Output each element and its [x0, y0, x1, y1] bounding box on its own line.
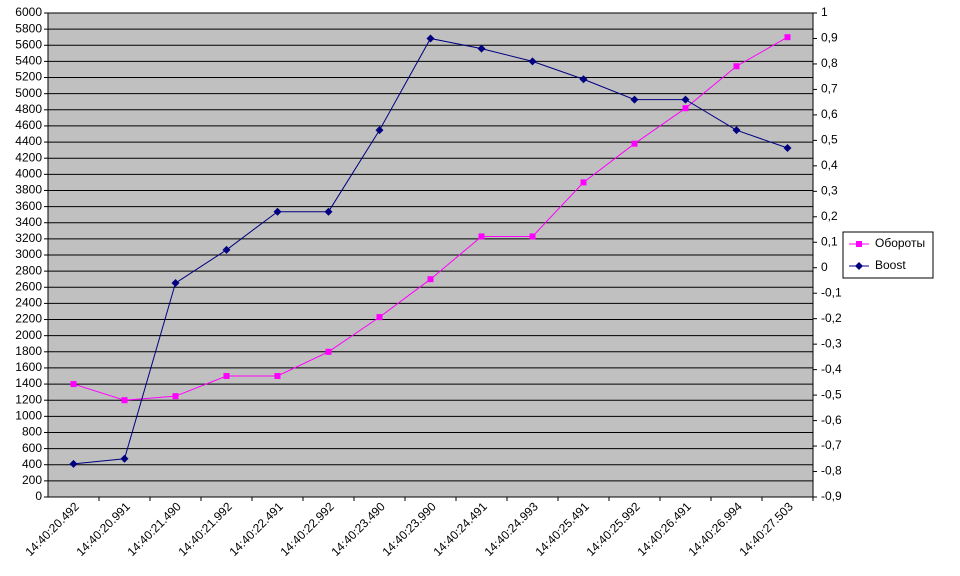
y-tick-label: 6000	[15, 5, 42, 19]
y-tick-label: 4000	[15, 167, 42, 181]
y2-tick-label: -0,1	[821, 285, 842, 299]
y-tick-label: 2400	[15, 296, 42, 310]
legend-box	[842, 231, 934, 279]
marker	[223, 373, 230, 379]
y2-tick-label: -0,9	[821, 489, 842, 503]
marker	[630, 95, 639, 104]
y-tick-label: 4200	[15, 150, 42, 164]
marker	[783, 144, 792, 153]
y-tick-label: 4400	[15, 134, 42, 148]
y2-tick-label: -0,8	[821, 464, 842, 478]
y-tick-label: 3400	[15, 215, 42, 229]
y-tick-label: 1200	[15, 392, 42, 406]
marker	[681, 95, 690, 104]
marker	[70, 381, 77, 388]
marker	[69, 459, 78, 468]
marker	[324, 207, 333, 216]
x-tick-label: 14:40:27.503	[736, 499, 796, 559]
y-tick-label: 3000	[15, 247, 42, 261]
y2-tick-label: 0,6	[821, 107, 838, 121]
marker	[580, 179, 587, 186]
y-tick-label: 2000	[15, 328, 42, 342]
marker	[274, 373, 281, 379]
y2-tick-label: -0,2	[821, 311, 842, 325]
marker	[426, 34, 435, 43]
marker	[375, 126, 384, 135]
y2-tick-label: -0,4	[821, 362, 842, 376]
marker	[733, 63, 740, 70]
marker	[529, 233, 536, 240]
y-tick-label: 3600	[15, 199, 42, 213]
y2-tick-label: -0,3	[821, 336, 842, 350]
marker	[477, 44, 486, 53]
marker	[732, 126, 741, 135]
marker	[325, 348, 332, 355]
y2-tick-label: 0	[821, 260, 828, 274]
marker	[528, 57, 537, 66]
y-tick-label: 600	[22, 441, 42, 455]
y-tick-label: 400	[22, 457, 42, 471]
y2-tick-label: 0,5	[821, 133, 838, 147]
legend-label: Boost	[875, 258, 906, 272]
y2-tick-label: -0,5	[821, 387, 842, 401]
marker	[682, 105, 689, 112]
legend-label: Обороты	[875, 236, 925, 250]
y-tick-label: 4800	[15, 102, 42, 116]
y2-tick-label: 0,2	[821, 209, 838, 223]
marker	[121, 397, 128, 404]
y-tick-label: 800	[22, 425, 42, 439]
y-tick-label: 5200	[15, 70, 42, 84]
y-tick-label: 2600	[15, 279, 42, 293]
legend-marker	[855, 262, 863, 270]
legend-marker	[856, 241, 862, 247]
y2-tick-label: -0,7	[821, 438, 842, 452]
marker	[427, 276, 434, 283]
y-tick-label: 5600	[15, 37, 42, 51]
y-tick-label: 2800	[15, 263, 42, 277]
y-tick-label: 5400	[15, 54, 42, 68]
marker	[579, 75, 588, 84]
y-tick-label: 200	[22, 473, 42, 487]
marker	[120, 454, 129, 463]
y-tick-label: 5800	[15, 21, 42, 35]
y2-tick-label: 0,4	[821, 158, 838, 172]
y2-tick-label: 1	[821, 5, 828, 19]
y-tick-label: 1800	[15, 344, 42, 358]
y2-tick-label: 0,1	[821, 234, 838, 248]
y-tick-label: 3800	[15, 183, 42, 197]
marker	[784, 34, 791, 41]
marker	[172, 393, 179, 400]
y-tick-label: 2200	[15, 312, 42, 326]
y2-tick-label: 0,7	[821, 82, 838, 96]
marker	[171, 279, 180, 288]
y-tick-label: 3200	[15, 231, 42, 245]
marker	[222, 245, 231, 254]
y2-tick-label: 0,3	[821, 183, 838, 197]
marker	[631, 140, 638, 147]
y-tick-label: 4600	[15, 118, 42, 132]
y-tick-label: 5000	[15, 86, 42, 100]
y-tick-label: 1600	[15, 360, 42, 374]
y-tick-label: 1000	[15, 409, 42, 423]
y2-tick-label: 0,8	[821, 56, 838, 70]
y-tick-label: 0	[35, 489, 42, 503]
y2-tick-label: -0,6	[821, 413, 842, 427]
y2-tick-label: 0,9	[821, 31, 838, 45]
marker	[478, 233, 485, 240]
marker	[273, 207, 282, 216]
y-tick-label: 1400	[15, 376, 42, 390]
marker	[376, 314, 383, 321]
